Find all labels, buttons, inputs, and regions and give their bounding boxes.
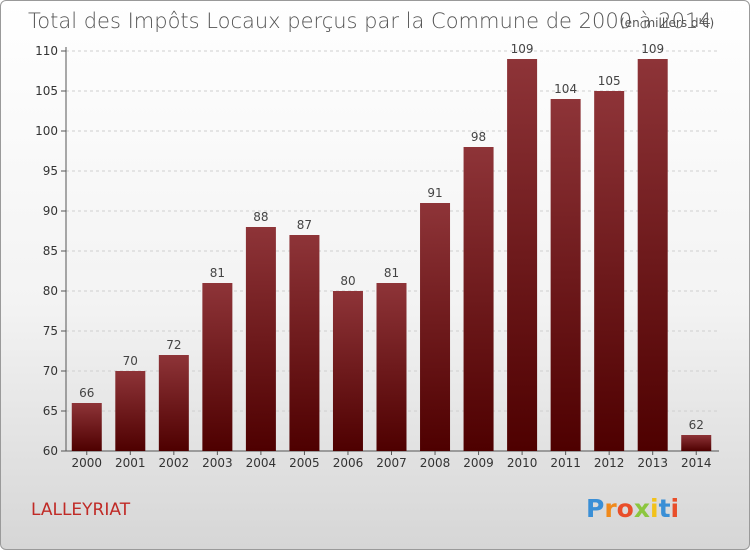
bar [420, 203, 451, 451]
x-tick-label: 2008 [420, 456, 451, 470]
bar-value-label: 109 [511, 42, 534, 56]
x-tick-label: 2003 [202, 456, 233, 470]
bar [507, 59, 538, 451]
x-tick-label: 2000 [71, 456, 102, 470]
logo-letter: i [650, 494, 659, 523]
x-tick-label: 2001 [115, 456, 146, 470]
y-tick-label: 75 [43, 324, 58, 338]
chart-title: Total des Impôts Locaux perçus par la Co… [28, 9, 712, 33]
x-tick-label: 2007 [376, 456, 407, 470]
bar [158, 355, 189, 451]
logo-letter: o [617, 494, 634, 523]
y-tick-label: 65 [43, 404, 58, 418]
bar-value-label: 81 [384, 266, 399, 280]
bars [71, 59, 712, 451]
x-tick-label: 2012 [594, 456, 625, 470]
commune-name: LALLEYRIAT [31, 500, 131, 520]
bar-value-label: 62 [689, 418, 704, 432]
chart-subtitle: (en milliers d'€) [620, 16, 714, 30]
bar-value-label: 104 [554, 82, 577, 96]
value-labels: 66 70 72 81 88 87 80 81 91 98 109 104 105 109 62 [79, 42, 704, 432]
bar [637, 59, 668, 451]
bar [594, 91, 625, 451]
x-tick-label: 2004 [246, 456, 277, 470]
bar-value-label: 72 [166, 338, 181, 352]
bar-value-label: 98 [471, 130, 486, 144]
bar [463, 147, 494, 451]
x-tick-label: 2006 [333, 456, 364, 470]
bar-value-label: 88 [253, 210, 268, 224]
x-tick-label: 2005 [289, 456, 320, 470]
y-tick-label: 90 [43, 204, 58, 218]
bar [245, 227, 276, 451]
bar-value-label: 109 [641, 42, 664, 56]
y-tick-label: 100 [35, 124, 58, 138]
y-tick-label: 105 [35, 84, 58, 98]
bar [681, 435, 712, 451]
x-tick-label: 2002 [159, 456, 190, 470]
proxiti-logo: Proxiti [586, 494, 679, 523]
y-tick-label: 110 [35, 44, 58, 58]
logo-letter: t [659, 494, 671, 523]
x-tick-label: 2011 [550, 456, 581, 470]
bar-value-label: 81 [210, 266, 225, 280]
y-tick-label: 80 [43, 284, 58, 298]
bar [376, 283, 407, 451]
logo-letter: x [634, 494, 650, 523]
x-tick-label: 2010 [507, 456, 538, 470]
bar-value-label: 66 [79, 386, 94, 400]
bar-value-label: 87 [297, 218, 312, 232]
logo-letter: i [671, 494, 680, 523]
bar [289, 235, 320, 451]
bar [71, 403, 102, 451]
y-tick-label: 95 [43, 164, 58, 178]
bar-value-label: 105 [598, 74, 621, 88]
x-tick-label: 2013 [637, 456, 668, 470]
y-tick-label: 60 [43, 444, 58, 458]
bar [550, 99, 581, 451]
y-tick-label: 70 [43, 364, 58, 378]
bar [332, 291, 363, 451]
bar [202, 283, 233, 451]
x-tick-label: 2009 [463, 456, 494, 470]
logo-letter: r [604, 494, 617, 523]
bar-value-label: 70 [123, 354, 138, 368]
logo-letter: P [586, 494, 604, 523]
bar-value-label: 80 [340, 274, 355, 288]
y-tick-label: 85 [43, 244, 58, 258]
bar-value-label: 91 [427, 186, 442, 200]
x-tick-label: 2014 [681, 456, 712, 470]
bar [115, 371, 146, 451]
